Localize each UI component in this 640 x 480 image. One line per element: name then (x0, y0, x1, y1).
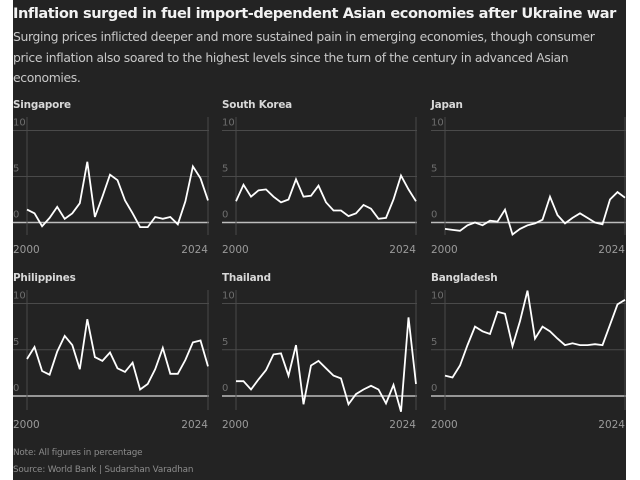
thailand-inflation-line (236, 317, 417, 412)
panel-title-south-korea: South Korea (222, 99, 292, 111)
singapore-ytick-label: 0 (13, 210, 19, 221)
panel-title-singapore: Singapore (13, 99, 71, 111)
thailand-ytick-label: 0 (222, 383, 228, 394)
philippines-ytick-label: 10 (13, 291, 26, 302)
philippines-ytick-label: 0 (13, 383, 19, 394)
japan-ytick-label: 10 (431, 118, 444, 129)
footnote: Note: All figures in percentage (13, 448, 143, 458)
panel-title-philippines: Philippines (13, 272, 76, 284)
bangladesh-xtick-end: 2024 (598, 419, 625, 431)
bangladesh-ytick-label: 5 (431, 337, 437, 348)
philippines-xtick-start: 2000 (13, 419, 40, 431)
bangladesh-xtick-start: 2000 (431, 419, 458, 431)
singapore-ytick-label: 10 (13, 118, 26, 129)
south-korea-inflation-line (235, 173, 417, 220)
panel-title-thailand: Thailand (222, 272, 271, 284)
bangladesh-ytick-label: 10 (431, 291, 444, 302)
thailand-ytick-label: 10 (222, 291, 235, 302)
south-korea-xtick-start: 2000 (222, 244, 249, 256)
south-korea-xtick-end: 2024 (389, 244, 416, 256)
philippines-inflation-line (26, 319, 209, 391)
south-korea-ytick-label: 10 (222, 118, 235, 129)
japan-ytick-label: 5 (431, 164, 437, 175)
singapore-xtick-end: 2024 (181, 244, 208, 256)
south-korea-ytick-label: 0 (222, 210, 228, 221)
chart-background (13, 0, 626, 480)
panel-title-japan: Japan (431, 99, 463, 111)
thailand-xtick-end: 2024 (389, 419, 416, 431)
japan-ytick-label: 0 (431, 210, 437, 221)
singapore-ytick-label: 5 (13, 164, 19, 175)
panel-title-bangladesh: Bangladesh (431, 272, 498, 284)
japan-xtick-start: 2000 (431, 244, 458, 256)
philippines-ytick-label: 5 (13, 337, 19, 348)
philippines-xtick-end: 2024 (181, 419, 208, 431)
chart-title: Inflation surged in fuel import-dependen… (13, 5, 616, 22)
right-margin (626, 0, 640, 480)
thailand-ytick-label: 5 (222, 337, 228, 348)
thailand-xtick-start: 2000 (222, 419, 249, 431)
south-korea-ytick-label: 5 (222, 164, 228, 175)
japan-xtick-end: 2024 (598, 244, 625, 256)
source-credit: Source: World Bank | Sudarshan Varadhan (13, 465, 194, 475)
japan-inflation-line (444, 190, 626, 236)
bangladesh-ytick-label: 0 (431, 383, 437, 394)
chart-subtitle: Surging prices inflicted deeper and more… (13, 29, 595, 85)
singapore-xtick-start: 2000 (13, 244, 40, 256)
singapore-inflation-line (26, 161, 209, 229)
